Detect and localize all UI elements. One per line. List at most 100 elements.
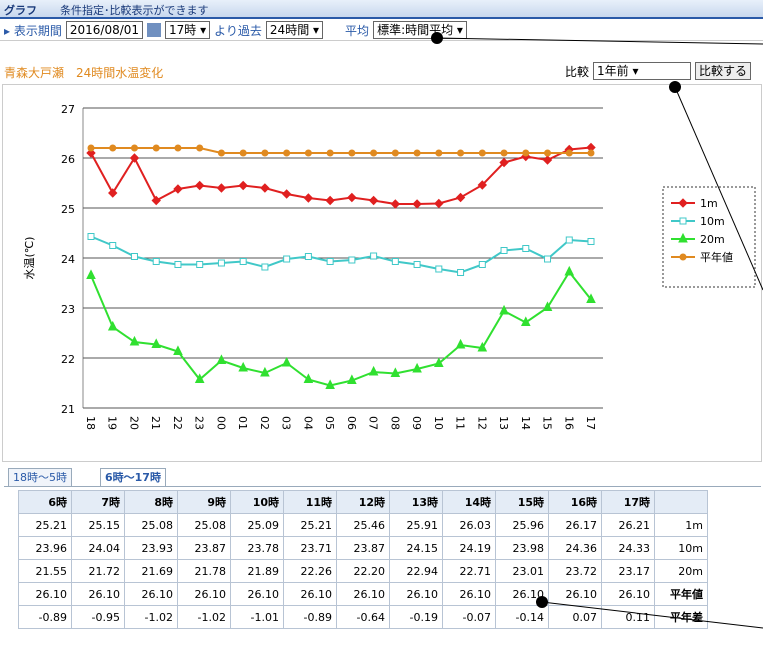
x-tick-label: 22 xyxy=(171,416,184,430)
date-input[interactable]: 2016/08/01 xyxy=(65,21,144,39)
cell: 23.98 xyxy=(495,536,549,560)
point xyxy=(477,341,488,352)
column-header: 9時 xyxy=(177,490,231,514)
point xyxy=(435,149,443,157)
legend-label: 1m xyxy=(700,197,718,210)
divider xyxy=(0,40,763,41)
cell: -0.95 xyxy=(71,605,125,629)
point xyxy=(565,149,573,157)
compare-select[interactable]: 1年前 ▾ xyxy=(593,62,692,80)
point xyxy=(370,252,378,260)
average-text: 標準:時間平均 xyxy=(377,23,454,37)
x-tick-label: 09 xyxy=(410,416,423,430)
column-header: 15時 xyxy=(495,490,549,514)
hour-select[interactable]: 17時 ▾ xyxy=(165,21,211,39)
point xyxy=(216,354,227,364)
y-tick-label: 24 xyxy=(61,253,75,266)
point xyxy=(173,184,183,194)
point xyxy=(281,189,292,199)
point xyxy=(130,253,138,260)
cell: 26.10 xyxy=(548,582,602,606)
cell: -0.89 xyxy=(283,605,337,629)
table-row: 25.21 25.15 25.08 25.08 25.09 25.21 25.46 25.91… xyxy=(18,513,708,537)
point xyxy=(174,261,182,268)
y-axis-label: 水温(℃) xyxy=(23,237,36,280)
tab[interactable]: 18時～5時 xyxy=(8,468,72,487)
point xyxy=(173,345,183,355)
point xyxy=(151,338,162,348)
point xyxy=(217,259,225,267)
cell: 25.09 xyxy=(230,513,284,537)
x-tick-label: 20 xyxy=(127,416,140,430)
point xyxy=(152,258,160,265)
calendar-icon[interactable] xyxy=(147,23,162,37)
cell: 23.71 xyxy=(283,536,337,560)
point xyxy=(129,335,140,346)
table-row: 21.55 21.72 21.69 21.78 21.89 22.26 22.20 22.94… xyxy=(18,559,708,583)
point xyxy=(348,149,356,157)
cell: 21.69 xyxy=(124,559,178,583)
point xyxy=(500,247,508,254)
cell: 21.89 xyxy=(230,559,284,583)
x-tick-label: 05 xyxy=(323,416,336,430)
header-title: グラフ xyxy=(4,4,37,17)
point xyxy=(457,269,465,276)
point xyxy=(325,195,335,206)
average-label: 平均 xyxy=(345,23,370,38)
x-tick-label: 17 xyxy=(584,416,597,430)
point xyxy=(239,258,247,265)
cell: 23.87 xyxy=(336,536,390,560)
x-tick-label: 00 xyxy=(214,416,227,430)
row-label: 平年差 xyxy=(654,605,708,629)
table-row: -0.89 -0.95 -1.02 -1.02 -1.01 -0.89 -0.64 -0.19… xyxy=(18,605,708,629)
average-select[interactable]: 標準:時間平均 ▾ xyxy=(373,21,467,39)
cell: 26.10 xyxy=(230,582,284,606)
cell: 21.78 xyxy=(177,559,231,583)
point xyxy=(542,155,553,165)
point xyxy=(347,374,357,384)
cell: 23.01 xyxy=(495,559,549,583)
point xyxy=(109,242,117,249)
cell: 25.46 xyxy=(336,513,390,537)
cell: 23.93 xyxy=(124,536,178,560)
point xyxy=(391,149,399,157)
series-line xyxy=(90,235,592,274)
compare-text: 1年前 xyxy=(597,64,629,78)
cell: 23.78 xyxy=(230,536,284,560)
point xyxy=(435,265,443,273)
point xyxy=(522,245,530,252)
cell: 26.21 xyxy=(601,513,655,537)
point xyxy=(260,366,270,377)
tab-active[interactable]: 6時～17時 xyxy=(100,468,166,487)
point xyxy=(326,258,334,265)
point xyxy=(564,265,575,276)
point xyxy=(108,188,118,198)
y-tick-label: 23 xyxy=(61,303,75,316)
point xyxy=(544,149,552,157)
point xyxy=(238,180,248,191)
cell: -0.19 xyxy=(389,605,443,629)
cell: 24.04 xyxy=(71,536,125,560)
span-select[interactable]: 24時間 ▾ xyxy=(265,21,324,39)
point xyxy=(457,149,465,157)
table-row: 23.96 24.04 23.93 23.87 23.78 23.71 23.87 24.15… xyxy=(18,536,708,560)
x-tick-label: 06 xyxy=(345,416,358,430)
period-label: ▸ 表示期間 xyxy=(4,23,62,38)
cell: 24.15 xyxy=(389,536,443,560)
data-table: 6時 7時 8時 9時 10時 11時 12時 13時 14時 15時 16時 17時 25.21 25.… xyxy=(18,490,708,629)
header-cell xyxy=(654,490,708,514)
point xyxy=(283,255,291,263)
point xyxy=(238,361,248,372)
point xyxy=(412,362,422,373)
point xyxy=(281,356,292,367)
cell: 23.72 xyxy=(548,559,602,583)
point xyxy=(586,293,596,303)
point xyxy=(217,149,225,157)
compare-button[interactable]: 比較する xyxy=(695,62,752,80)
x-tick-label: 18 xyxy=(84,416,97,430)
point xyxy=(544,255,552,263)
compare-row: 比較 1年前 ▾ 比較する xyxy=(565,62,752,80)
point xyxy=(239,149,247,157)
cell: 26.10 xyxy=(283,582,337,606)
x-tick-label: 08 xyxy=(388,416,401,430)
